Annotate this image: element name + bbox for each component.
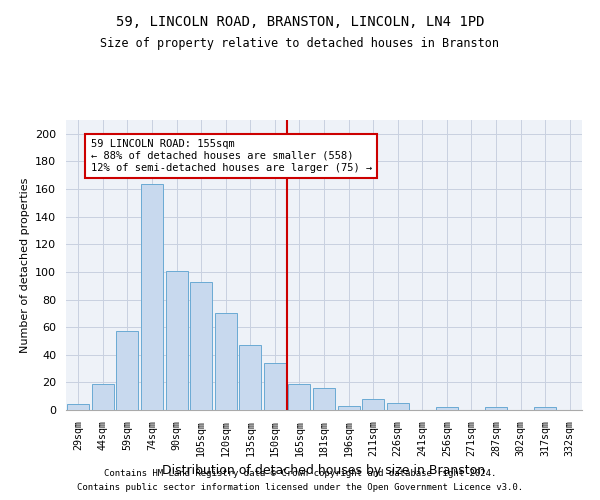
Y-axis label: Number of detached properties: Number of detached properties <box>20 178 29 352</box>
Bar <box>264 363 286 410</box>
Bar <box>116 332 139 410</box>
Bar <box>338 406 359 410</box>
Bar <box>534 407 556 410</box>
Bar <box>215 314 237 410</box>
Bar <box>141 184 163 410</box>
Bar <box>436 407 458 410</box>
Text: Contains public sector information licensed under the Open Government Licence v3: Contains public sector information licen… <box>77 484 523 492</box>
Text: 59, LINCOLN ROAD, BRANSTON, LINCOLN, LN4 1PD: 59, LINCOLN ROAD, BRANSTON, LINCOLN, LN4… <box>116 15 484 29</box>
X-axis label: Distribution of detached houses by size in Branston: Distribution of detached houses by size … <box>163 464 485 477</box>
Bar <box>313 388 335 410</box>
Bar <box>166 270 188 410</box>
Text: Contains HM Land Registry data © Crown copyright and database right 2024.: Contains HM Land Registry data © Crown c… <box>104 468 496 477</box>
Bar <box>362 399 384 410</box>
Bar <box>239 345 262 410</box>
Bar <box>386 403 409 410</box>
Bar <box>485 407 507 410</box>
Bar <box>289 384 310 410</box>
Bar <box>190 282 212 410</box>
Bar <box>92 384 114 410</box>
Text: Size of property relative to detached houses in Branston: Size of property relative to detached ho… <box>101 38 499 51</box>
Bar <box>67 404 89 410</box>
Text: 59 LINCOLN ROAD: 155sqm
← 88% of detached houses are smaller (558)
12% of semi-d: 59 LINCOLN ROAD: 155sqm ← 88% of detache… <box>91 140 372 172</box>
